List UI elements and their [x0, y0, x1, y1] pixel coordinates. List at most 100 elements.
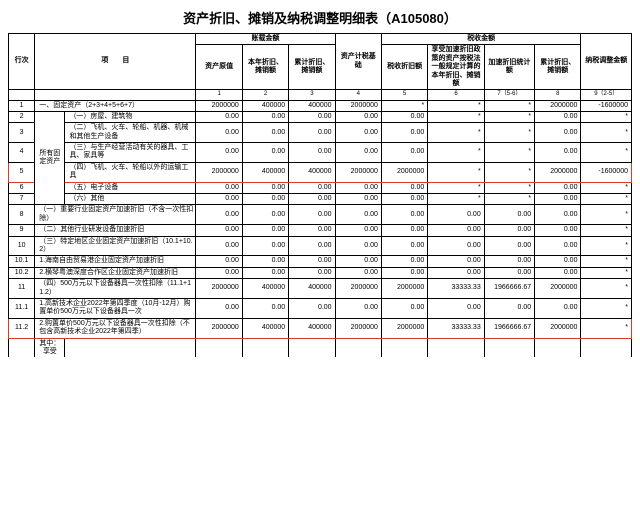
- cell: 0.00: [428, 267, 484, 278]
- depreciation-table: 行次 项 目 账载金额 资产计税基础 税收金额 纳税调整金额 资产原值 本年折旧…: [8, 33, 632, 357]
- cell: 1966666.67: [484, 318, 534, 338]
- cell: *: [484, 182, 534, 193]
- row-label: 2.购置单价500万元以下设备器具一次性扣除（不包含高新技术企业2022年第四季…: [35, 318, 196, 338]
- cell: 2000000: [335, 162, 381, 182]
- cell: 0.00: [196, 256, 242, 267]
- cell: 0.00: [428, 256, 484, 267]
- table-row: 8 （一）重要行业固定资产加速折旧（不含一次性扣除） 0.000.000.000…: [9, 205, 632, 225]
- cell: -1600000: [581, 162, 632, 182]
- cell: 0.00: [242, 123, 288, 143]
- cell: *: [581, 279, 632, 299]
- cell: 0.00: [335, 236, 381, 256]
- cell: *: [428, 111, 484, 122]
- colnum: 9（2-5）: [581, 90, 632, 100]
- row-label: 2.横琴粤澳深度合作区企业固定资产加速折旧: [35, 267, 196, 278]
- colnum: 7（5-6）: [484, 90, 534, 100]
- cell: *: [428, 100, 484, 111]
- col-c4: 资产计税基础: [335, 34, 381, 90]
- cell: 0.00: [335, 194, 381, 205]
- cell: *: [428, 123, 484, 143]
- table-row: 1 一、固定资产（2+3+4+5+6+7） 2000000 400000 400…: [9, 100, 632, 111]
- cell: 0.00: [242, 236, 288, 256]
- cell: 0.00: [242, 225, 288, 236]
- cell: 0.00: [335, 111, 381, 122]
- cell: 0.00: [289, 182, 335, 193]
- cell: *: [581, 267, 632, 278]
- cell: 2000000: [196, 318, 242, 338]
- table-row: 10 （三）特定地区企业固定资产加速折旧（10.1+10.2） 0.00 0.00…: [9, 236, 632, 256]
- cell: 0.00: [242, 256, 288, 267]
- row-no: 1: [9, 100, 35, 111]
- row-label: （三）特定地区企业固定资产加速折旧（10.1+10.2）: [35, 236, 196, 256]
- cell: 33333.33: [428, 279, 484, 299]
- row-no: 9: [9, 225, 35, 236]
- row-label: （四）飞机、火车、轮船以外的运输工具: [65, 162, 196, 182]
- cell: 2000000: [381, 318, 427, 338]
- cell: 0.00: [335, 298, 381, 318]
- cell: 0.00: [484, 256, 534, 267]
- col-c2: 本年折旧、摊销额: [242, 45, 288, 90]
- cell: 0.00: [289, 256, 335, 267]
- table-row: 3 （二）飞机、火车、轮船、机器、机械和其他生产设备 0.000.000.000…: [9, 123, 632, 143]
- row-label: 一、固定资产（2+3+4+5+6+7）: [35, 100, 196, 111]
- cell: 2000000: [535, 318, 581, 338]
- colnum: 1: [196, 90, 242, 100]
- row-label: （一）房屋、建筑物: [65, 111, 196, 122]
- cell: *: [581, 123, 632, 143]
- col-rownum: 行次: [9, 34, 35, 90]
- cell: *: [428, 162, 484, 182]
- cell: 0.00: [289, 205, 335, 225]
- cell: 400000: [242, 279, 288, 299]
- col-item: 项 目: [35, 34, 196, 90]
- row-no: 10: [9, 236, 35, 256]
- cell: 0.00: [289, 143, 335, 163]
- colnum: 2: [242, 90, 288, 100]
- col-c1: 资产原值: [196, 45, 242, 90]
- cell: *: [581, 111, 632, 122]
- cell: *: [581, 194, 632, 205]
- col-c6: 享受加速折旧政策的资产按税法一般规定计算的本年折旧、摊销额: [428, 45, 484, 90]
- colnum: 5: [381, 90, 427, 100]
- cell: 400000: [289, 318, 335, 338]
- group-tax: 税收金额: [381, 34, 581, 45]
- cell: 0.00: [335, 205, 381, 225]
- header-group-row: 行次 项 目 账载金额 资产计税基础 税收金额 纳税调整金额: [9, 34, 632, 45]
- cell: *: [581, 143, 632, 163]
- cell: 0.00: [196, 205, 242, 225]
- cell: *: [581, 318, 632, 338]
- table-row: 11.1 1.高新技术企业2022年第四季度（10月-12月）购置单价500万元…: [9, 298, 632, 318]
- cell: 0.00: [381, 182, 427, 193]
- cell: *: [428, 182, 484, 193]
- table-row-highlight: 5 （四）飞机、火车、轮船以外的运输工具 2000000400000400000…: [9, 162, 632, 182]
- cell: 400000: [242, 162, 288, 182]
- cell: 2000000: [535, 162, 581, 182]
- row-label: （三）与生产经营活动有关的器具、工具、家具等: [65, 143, 196, 163]
- cell: 0.00: [242, 111, 288, 122]
- cell: 0.00: [242, 194, 288, 205]
- side-label: 所有固定资产: [35, 111, 65, 205]
- colnum: 6: [428, 90, 484, 100]
- table-row: 10.2 2.横琴粤澳深度合作区企业固定资产加速折旧 0.000.000.000…: [9, 267, 632, 278]
- cell: 33333.33: [428, 318, 484, 338]
- row-no: 7: [9, 194, 35, 205]
- cell: -1600000: [581, 100, 632, 111]
- cell: *: [581, 225, 632, 236]
- cell: 0.00: [335, 225, 381, 236]
- cell: *: [581, 256, 632, 267]
- cell: 0.00: [484, 298, 534, 318]
- row-no: 8: [9, 205, 35, 225]
- cell: 0.00: [381, 256, 427, 267]
- cell: *: [484, 194, 534, 205]
- row-no: 10.2: [9, 267, 35, 278]
- cell: 0.00: [535, 205, 581, 225]
- cell: *: [484, 100, 534, 111]
- cell: 0.00: [428, 205, 484, 225]
- cell: 2000000: [335, 100, 381, 111]
- cell: *: [428, 143, 484, 163]
- cell: *: [581, 205, 632, 225]
- cell: 0.00: [381, 298, 427, 318]
- cell: *: [484, 143, 534, 163]
- cell: 0.00: [196, 194, 242, 205]
- row-label: （六）其他: [65, 194, 196, 205]
- cell: 0.00: [335, 256, 381, 267]
